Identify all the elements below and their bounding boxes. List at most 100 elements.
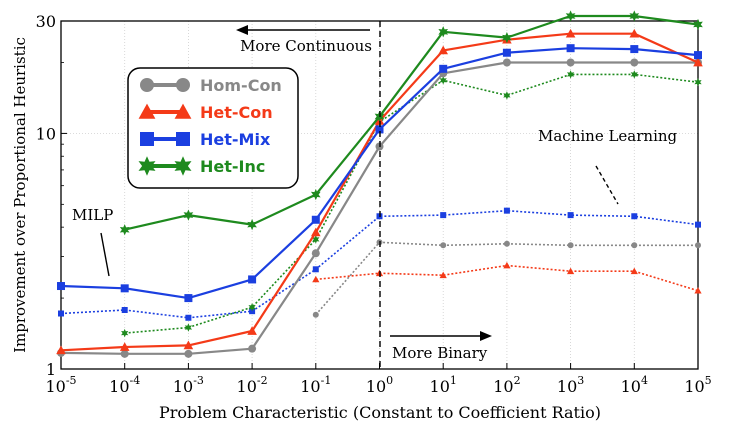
legend-entry-het-inc: Het-Inc: [138, 156, 265, 176]
data-point: [247, 219, 257, 231]
data-point: [57, 282, 65, 291]
data-point: [566, 70, 575, 79]
data-point: [183, 340, 194, 350]
data-point: [311, 227, 321, 237]
data-point: [630, 70, 638, 79]
legend: Hom-Con Het-Con Het-Mix Het-Inc: [127, 67, 299, 189]
x-tick-label: 10-3: [173, 374, 204, 396]
x-tick-base: 10: [493, 377, 513, 396]
data-point: [438, 45, 448, 55]
data-point: [567, 212, 574, 219]
data-point: [184, 349, 193, 358]
x-tick-base: 10: [430, 377, 450, 396]
data-point: [185, 314, 192, 321]
x-tick-base: 10: [300, 377, 320, 396]
x-tick-label: 101: [430, 374, 457, 396]
data-point: [312, 235, 320, 244]
data-point: [184, 294, 193, 303]
series-het-mix-milp: [57, 44, 702, 303]
data-point: [695, 221, 701, 228]
data-point: [176, 132, 190, 146]
data-point: [120, 349, 129, 358]
x-tick-exponent: -1: [321, 374, 332, 387]
x-tick-base: 10: [557, 377, 577, 396]
x-tick-exponent: -3: [193, 374, 204, 387]
data-point: [174, 103, 192, 119]
data-point: [440, 242, 447, 249]
data-point: [503, 240, 510, 247]
data-point: [629, 10, 640, 22]
data-point: [629, 28, 640, 38]
series-hom-con-machine-learning: [312, 239, 701, 318]
x-tick-exponent: 0: [386, 374, 393, 387]
data-point: [310, 188, 321, 201]
data-point: [502, 48, 511, 57]
data-point: [121, 307, 128, 314]
more-binary-label: More Binary: [392, 344, 488, 362]
data-point: [119, 342, 130, 351]
legend-entry-hom-con: Hom-Con: [140, 76, 282, 95]
x-tick-exponent: 5: [705, 374, 712, 387]
x-tick-label: 10-5: [45, 374, 76, 396]
legend-box: [127, 67, 299, 189]
x-tick-exponent: -5: [66, 374, 77, 387]
more-binary-arrowhead: [480, 331, 492, 341]
data-point: [176, 78, 190, 92]
data-point: [247, 326, 257, 335]
more-continuous-label: More Continuous: [240, 37, 372, 55]
milp-pointer: [100, 232, 110, 277]
data-point: [565, 10, 576, 22]
legend-label: Het-Mix: [200, 130, 271, 149]
series-line: [124, 14, 699, 231]
data-point: [630, 58, 639, 67]
more-continuous-arrowhead: [236, 25, 248, 35]
x-tick-exponent: 1: [450, 374, 457, 387]
data-point: [630, 45, 639, 54]
x-tick-label: 104: [621, 374, 648, 396]
x-tick-exponent: -2: [257, 374, 268, 387]
x-tick-label: 103: [557, 374, 584, 396]
data-point: [183, 209, 194, 221]
x-tick-base: 10: [684, 377, 704, 396]
data-point: [311, 249, 320, 258]
data-point: [693, 57, 703, 67]
data-point: [56, 345, 66, 355]
data-point: [119, 224, 130, 236]
x-tick-label: 105: [684, 374, 711, 396]
x-tick-exponent: 3: [577, 374, 584, 387]
data-point: [502, 32, 512, 44]
data-point: [120, 284, 129, 293]
y-tick-label: 1: [46, 360, 56, 379]
data-point: [439, 64, 448, 73]
x-tick-label: 102: [493, 374, 520, 396]
data-point: [567, 242, 574, 249]
data-point: [140, 78, 154, 92]
data-point: [121, 328, 129, 338]
x-tick-base: 10: [621, 377, 641, 396]
x-tick-label: 10-4: [109, 374, 140, 396]
data-point: [502, 58, 511, 67]
machine-learning-pointer: [595, 165, 619, 205]
data-point: [694, 287, 702, 294]
x-tick-exponent: -4: [130, 374, 141, 387]
data-point: [438, 26, 449, 38]
series-line: [315, 264, 699, 292]
data-point: [566, 44, 575, 53]
x-tick-base: 10: [366, 377, 386, 396]
data-point: [565, 28, 576, 38]
x-tick-label: 10-1: [300, 374, 331, 396]
y-axis-title: Improvement over Proportional Heuristic: [11, 37, 29, 353]
data-point: [503, 91, 511, 100]
milp-label: MILP: [72, 206, 113, 224]
data-point: [567, 267, 575, 275]
data-point: [311, 215, 320, 224]
data-point: [312, 266, 319, 273]
legend-label: Het-Con: [200, 103, 273, 122]
data-point: [58, 310, 64, 317]
y-tick-label: 10: [36, 124, 56, 143]
data-point: [694, 51, 702, 60]
legend-label: Het-Inc: [200, 157, 265, 176]
x-axis-title: Problem Characteristic (Constant to Coef…: [159, 403, 601, 422]
series-line: [124, 73, 699, 334]
